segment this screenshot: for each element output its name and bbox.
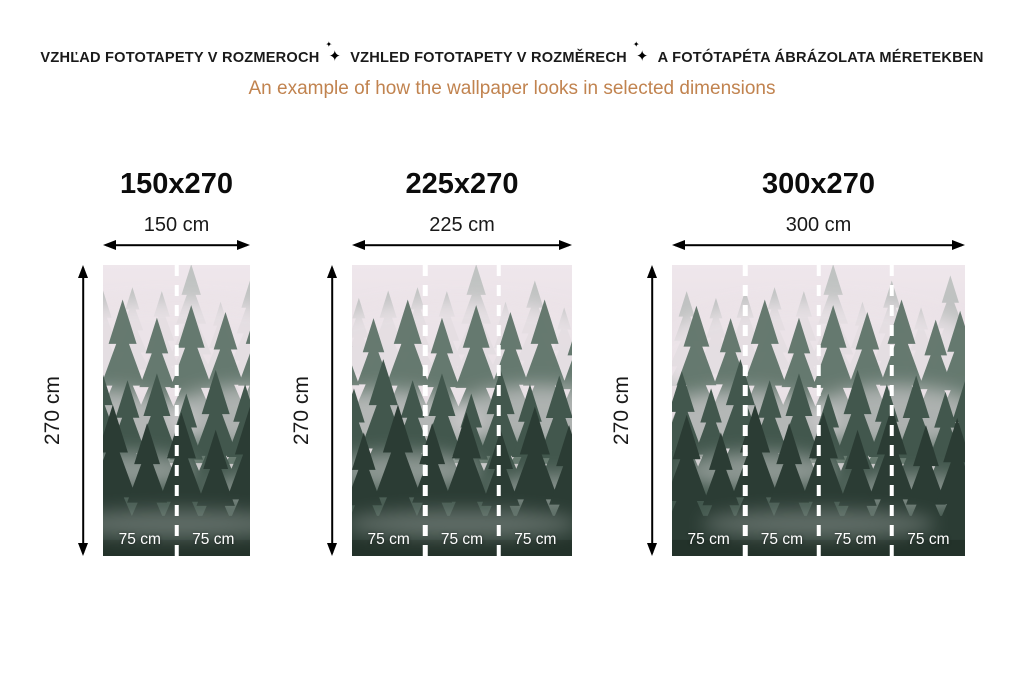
height-dimension-label: 270 cm [290, 376, 313, 445]
width-arrow [103, 238, 250, 252]
height-arrow [645, 265, 659, 556]
multilingual-heading: VZHĽAD FOTOTAPETY V ROZMEROCH ✦ ✦ VZHLED FO… [0, 40, 1024, 67]
strip-divider-dashed-line [496, 265, 501, 556]
strip-width-label: 75 cm [760, 531, 803, 548]
arrow-line [82, 268, 84, 553]
wallpaper-strip: 75 cm [177, 265, 251, 556]
height-dimension-label: 270 cm [610, 376, 633, 445]
strip-width-label: 75 cm [907, 531, 950, 548]
heading-segment-sk: VZHĽAD FOTOTAPETY V ROZMEROCH [40, 50, 320, 66]
height-dimension-label: 270 cm [41, 376, 64, 445]
panel-size-title: 150x270 [120, 168, 233, 200]
strip-divider-dashed-line [816, 265, 821, 556]
width-dimension-label: 300 cm [785, 214, 852, 236]
strip-width-label: 75 cm [514, 531, 557, 548]
strip-divider-dashed-line [743, 265, 748, 556]
strip-overlay: 75 cm 75 cm 75 cm 75 cm [672, 265, 965, 556]
width-arrow [672, 238, 965, 252]
wallpaper-strip: 75 cm [672, 265, 745, 556]
wallpaper-strip: 75 cm [425, 265, 498, 556]
strip-width-label: 75 cm [834, 531, 877, 548]
wallpaper-strip: 75 cm [892, 265, 965, 556]
width-dimension-label: 150 cm [143, 214, 210, 236]
wallpaper-strip: 75 cm [745, 265, 818, 556]
panel-size-title: 225x270 [405, 168, 519, 200]
panel-size-title: 300x270 [762, 168, 875, 200]
size-panel: 150x270 150 cm 270 cm 75 cm 75 cm [23, 168, 250, 568]
heading-segment-hu: A FOTÓTAPÉTA ÁBRÁZOLATA MÉRETEKBEN [657, 50, 984, 66]
width-arrow [352, 238, 572, 252]
arrow-line [106, 244, 247, 246]
height-arrow [76, 265, 90, 556]
size-panel: 225x270 225 cm 270 cm 75 cm 75 cm 75 cm [272, 168, 572, 568]
strip-overlay: 75 cm 75 cm 75 cm [352, 265, 572, 556]
strip-width-label: 75 cm [687, 531, 730, 548]
wallpaper-preview: 75 cm 75 cm 75 cm 75 cm [672, 265, 965, 556]
wallpaper-strip: 75 cm [819, 265, 892, 556]
strip-width-label: 75 cm [367, 531, 410, 548]
height-arrow [325, 265, 339, 556]
wallpaper-strip: 75 cm [103, 265, 177, 556]
wallpaper-preview: 75 cm 75 cm 75 cm [352, 265, 572, 556]
sparkle-icon: ✦ ✦ [632, 40, 649, 65]
wallpaper-strip: 75 cm [499, 265, 572, 556]
width-dimension-label: 225 cm [429, 214, 495, 236]
wallpaper-strip: 75 cm [352, 265, 425, 556]
strip-divider-dashed-line [423, 265, 428, 556]
size-panel: 300x270 300 cm 270 cm 75 cm 75 cm 75 cm 75 … [592, 168, 965, 568]
strip-overlay: 75 cm 75 cm [103, 265, 250, 556]
strip-width-label: 75 cm [440, 531, 484, 548]
strip-width-label: 75 cm [192, 531, 235, 548]
arrow-line [675, 244, 962, 246]
strip-divider-dashed-line [174, 265, 179, 556]
arrow-line [355, 244, 569, 246]
arrow-line [651, 268, 653, 553]
heading-segment-cz: VZHLED FOTOTAPETY V ROZMĚRECH [350, 50, 627, 66]
wallpaper-preview: 75 cm 75 cm [103, 265, 250, 556]
strip-width-label: 75 cm [118, 531, 161, 548]
strip-divider-dashed-line [889, 265, 894, 556]
arrow-line [331, 268, 333, 553]
subtitle: An example of how the wallpaper looks in… [248, 78, 776, 99]
sparkle-icon: ✦ ✦ [325, 40, 342, 65]
